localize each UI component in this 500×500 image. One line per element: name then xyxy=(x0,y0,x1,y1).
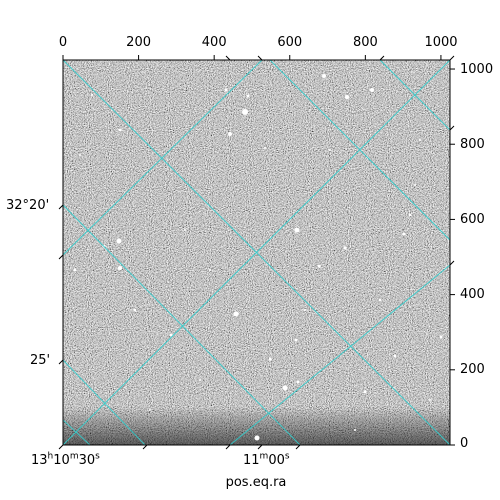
star xyxy=(169,333,173,337)
tick-mark xyxy=(58,204,64,210)
top-tick-label: 1000 xyxy=(424,35,458,50)
star xyxy=(268,357,272,361)
dec-tick-label: 32°20' xyxy=(6,198,50,213)
star xyxy=(184,229,186,231)
tick-mark xyxy=(225,444,231,450)
star xyxy=(414,184,416,186)
star xyxy=(439,335,443,339)
right-tick-label: 800 xyxy=(460,137,485,152)
star xyxy=(419,139,421,141)
star xyxy=(322,74,326,78)
star xyxy=(79,154,81,156)
top-tick-label: 0 xyxy=(58,35,68,50)
tick-mark xyxy=(225,55,231,61)
star xyxy=(282,385,288,391)
tick-mark xyxy=(142,444,148,450)
star xyxy=(224,88,228,92)
tick-mark xyxy=(449,55,455,61)
star xyxy=(254,435,260,441)
ra-tick-label: 11m00s xyxy=(243,451,290,468)
axis-ticks xyxy=(58,55,455,450)
right-tick-label: 1000 xyxy=(460,62,494,77)
star xyxy=(118,266,122,270)
star xyxy=(393,354,397,358)
star xyxy=(378,298,382,302)
star xyxy=(118,128,122,132)
right-tick-label: 400 xyxy=(460,287,485,302)
star xyxy=(343,246,347,250)
star xyxy=(242,109,248,115)
top-tick-label: 800 xyxy=(352,35,378,50)
star xyxy=(209,269,211,271)
star xyxy=(354,429,356,431)
star xyxy=(429,399,431,401)
star xyxy=(402,232,406,236)
star xyxy=(91,94,93,96)
tick-mark xyxy=(58,444,64,450)
top-tick-label: 200 xyxy=(126,35,152,50)
star xyxy=(329,149,331,151)
tick-mark xyxy=(257,55,263,61)
tick-mark xyxy=(379,55,385,61)
star xyxy=(233,311,239,317)
tick-mark xyxy=(58,359,64,365)
star xyxy=(294,227,300,233)
x-axis-label: pos.eq.ra xyxy=(225,475,287,490)
dec-tick-label: 25' xyxy=(30,353,51,368)
grid-line xyxy=(229,264,450,445)
tick-mark xyxy=(58,254,64,260)
star xyxy=(408,213,412,217)
star xyxy=(133,308,137,312)
star xyxy=(370,88,374,92)
grid-line xyxy=(63,359,146,445)
star xyxy=(304,309,306,311)
right-tick-label: 600 xyxy=(460,212,485,227)
star-field xyxy=(73,74,443,441)
ra-tick-label: 13h10m30s xyxy=(31,451,100,468)
tick-mark xyxy=(449,125,455,131)
star xyxy=(73,268,77,272)
grid-line xyxy=(63,60,263,256)
coordinate-grid xyxy=(63,60,450,445)
grid-line xyxy=(63,60,450,445)
plot-frame xyxy=(62,59,451,446)
star xyxy=(363,390,367,394)
star xyxy=(317,264,321,268)
right-tick-label: 0 xyxy=(460,436,469,451)
star xyxy=(296,380,300,384)
right-tick-label: 200 xyxy=(460,362,485,377)
sky-image xyxy=(63,60,450,445)
tick-mark xyxy=(257,444,263,450)
top-tick-label: 400 xyxy=(201,35,227,50)
star xyxy=(264,147,266,149)
grid-line xyxy=(63,204,301,445)
star xyxy=(228,132,232,136)
top-tick-label: 600 xyxy=(277,35,303,50)
star xyxy=(199,379,201,381)
grid-line xyxy=(269,60,450,241)
tick-mark xyxy=(449,260,455,266)
tick-mark xyxy=(295,444,301,450)
star xyxy=(149,409,151,411)
star xyxy=(116,238,122,244)
star xyxy=(246,94,250,98)
star xyxy=(345,95,349,99)
grid-line xyxy=(63,419,91,445)
star xyxy=(294,338,298,342)
